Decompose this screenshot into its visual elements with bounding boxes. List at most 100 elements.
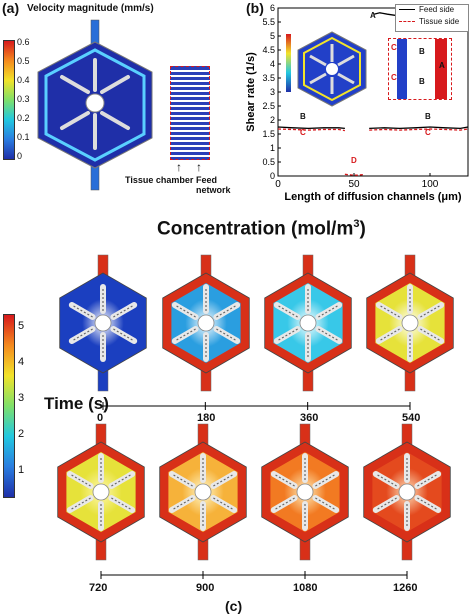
region-label-c1: C — [300, 128, 306, 137]
x-tick-label: 50 — [348, 179, 360, 190]
central-hub — [94, 314, 112, 332]
zoom-inset-arrow-right: ↑ — [196, 160, 202, 174]
y-tick-label: 1 — [270, 143, 275, 153]
time-label-180: 180 — [197, 412, 216, 424]
y-tick-label: 2 — [270, 115, 275, 125]
central-hub — [398, 483, 416, 501]
concentration-device-4 — [57, 423, 145, 561]
series-line-3 — [344, 173, 364, 176]
diffusion-channel-core — [69, 497, 91, 511]
diffusion-channel-core — [276, 304, 298, 318]
tick: 0.5 — [17, 56, 30, 66]
tick: 0.2 — [17, 113, 30, 123]
legend-swatch-feed — [399, 9, 415, 10]
concentration-colorbar — [3, 314, 15, 498]
shear-inset-colorbar — [286, 34, 291, 92]
inset-marker: A — [439, 61, 445, 70]
legend-tissue-side: Tissue side — [419, 17, 460, 26]
shear-zoom-inset: C B A C B — [388, 38, 452, 100]
time-label-0: 0 — [97, 412, 104, 424]
diffusion-channel-core — [273, 497, 295, 511]
inset-channel-left — [397, 39, 407, 99]
y-tick-label: 3 — [270, 87, 275, 97]
diffusion-channel-core — [276, 328, 298, 342]
tick: 0.1 — [17, 132, 30, 142]
panel-a: (a) Velocity magnitude (mm/s) 0.6 0.5 0.… — [0, 0, 240, 195]
diffusion-channel-core — [113, 328, 135, 342]
concentration-devices — [57, 254, 454, 579]
diffusion-channel-core — [378, 304, 400, 318]
time-label-360: 360 — [300, 412, 319, 424]
zoom-inset-arrow-left: ↑ — [176, 160, 182, 174]
feed-network-label: Feed network — [196, 175, 231, 195]
x-tick-label: 0 — [275, 179, 281, 190]
central-hub — [401, 314, 419, 332]
y-tick-label: 3.5 — [262, 73, 275, 83]
concentration-device-2 — [264, 254, 352, 392]
diffusion-channel-core — [171, 497, 193, 511]
region-label-b2: B — [425, 112, 431, 121]
diffusion-channel-core — [216, 328, 238, 342]
tick: 0 — [17, 151, 23, 161]
diffusion-channel-core — [71, 304, 93, 318]
y-tick-label: 4 — [270, 59, 275, 69]
time-label: Time (s) — [44, 394, 109, 413]
tick: 0.4 — [17, 75, 30, 85]
panel-a-title: Velocity magnitude (mm/s) — [27, 3, 154, 14]
diffusion-channel-core — [315, 497, 337, 511]
concentration-title: Concentration (mol/m3) — [157, 218, 366, 240]
y-tick-label: 2.5 — [262, 101, 275, 111]
diffusion-channel-core — [420, 304, 442, 318]
diffusion-channel-core — [420, 328, 442, 342]
diffusion-channel-core — [213, 473, 235, 487]
y-tick-label: 0.5 — [262, 157, 275, 167]
central-hub — [299, 314, 317, 332]
region-label-b1: B — [300, 112, 306, 121]
y-tick-label: 4.5 — [262, 45, 275, 55]
concentration-device-0 — [59, 254, 147, 392]
diffusion-channel-core — [378, 328, 400, 342]
y-tick-label: 5.5 — [262, 17, 275, 27]
y-tick-label: 1.5 — [262, 129, 275, 139]
diffusion-channel-core — [273, 473, 295, 487]
diffusion-channel-core — [216, 304, 238, 318]
y-tick-label: 0 — [270, 171, 275, 181]
tick: 3 — [18, 392, 25, 404]
y-axis-label: Shear rate (1/s) — [245, 52, 257, 132]
series-line-2 — [373, 12, 396, 16]
concentration-device-5 — [159, 423, 247, 561]
diffusion-channel-core — [113, 304, 135, 318]
diffusion-channel-core — [375, 473, 397, 487]
concentration-device-1 — [162, 254, 250, 392]
series-line-0 — [277, 126, 469, 130]
region-label-c2: C — [425, 128, 431, 137]
diffusion-channel-core — [174, 328, 196, 342]
region-label-d: D — [351, 156, 357, 165]
central-hub — [197, 314, 215, 332]
diffusion-channel-core — [111, 497, 133, 511]
shear-legend: Feed side Tissue side — [395, 4, 469, 32]
tick: 0.3 — [17, 94, 30, 104]
velocity-colorbar-ticks: 0.6 0.5 0.4 0.3 0.2 0.1 0 — [17, 37, 41, 163]
series-line-1 — [277, 128, 469, 132]
x-tick-label: 100 — [422, 179, 439, 190]
time-label-900: 900 — [196, 582, 215, 594]
diffusion-channel-core — [171, 473, 193, 487]
inset-marker: B — [419, 47, 425, 56]
panel-b-label: (b) — [246, 0, 264, 16]
tick: 1 — [18, 464, 25, 476]
diffusion-channel-core — [111, 473, 133, 487]
concentration-title-sup: 3 — [353, 218, 360, 230]
concentration-device-6 — [261, 423, 349, 561]
tick: 0.6 — [17, 37, 30, 47]
velocity-colorbar — [3, 40, 15, 160]
diffusion-channel-core — [69, 473, 91, 487]
velocity-zoom-inset — [170, 66, 210, 160]
legend-swatch-tissue — [399, 21, 415, 22]
shear-inset-device — [297, 31, 367, 107]
central-hub — [92, 483, 110, 501]
diffusion-channel-core — [318, 328, 340, 342]
concentration-title-text: Concentration (mol/m — [157, 218, 354, 240]
tick: 4 — [18, 356, 25, 368]
inset-marker: B — [419, 77, 425, 86]
